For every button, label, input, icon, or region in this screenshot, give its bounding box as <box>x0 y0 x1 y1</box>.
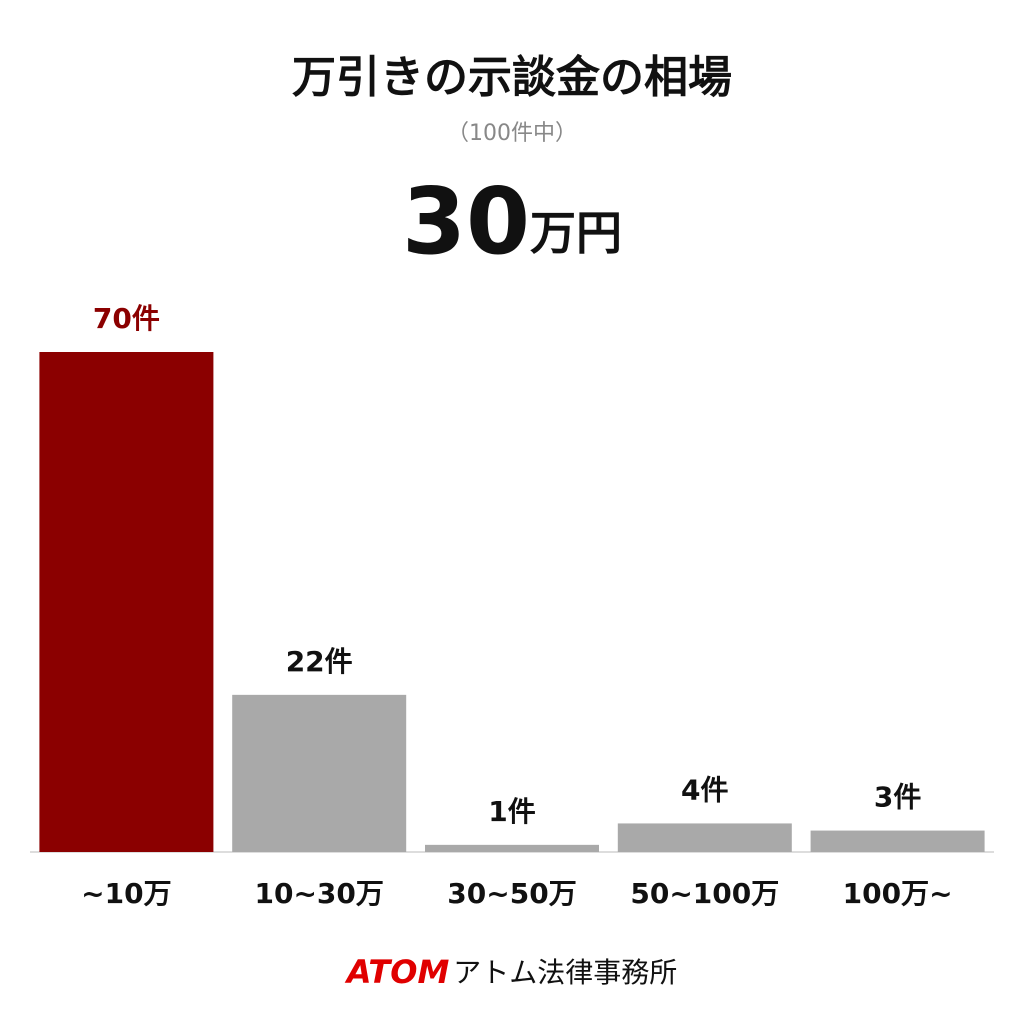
bar <box>425 844 599 852</box>
value-label: 4件 <box>681 773 728 806</box>
headline: 30万円 <box>402 168 622 275</box>
x-tick-label: ~10万 <box>81 877 171 910</box>
bar <box>810 830 985 852</box>
bar <box>39 352 214 852</box>
value-label: 1件 <box>488 795 535 828</box>
x-tick-label: 50~100万 <box>630 877 779 910</box>
headline-unit: 万円 <box>530 206 622 260</box>
chart-subtitle: （100件中） <box>447 121 577 146</box>
footer-name: アトム法律事務所 <box>453 956 677 989</box>
chart-title: 万引きの示談金の相場 <box>292 52 732 103</box>
x-tick-label: 10~30万 <box>254 877 383 910</box>
value-label: 70件 <box>93 302 160 335</box>
x-tick-label: 30~50万 <box>447 877 576 910</box>
value-label: 22件 <box>286 645 353 678</box>
headline-number: 30 <box>402 168 530 275</box>
bar <box>617 823 792 852</box>
value-label: 3件 <box>874 781 921 814</box>
footer: ATOM アトム法律事務所 <box>344 953 678 991</box>
footer-brand: ATOM <box>344 953 450 991</box>
bar <box>232 694 407 852</box>
x-tick-label: 100万~ <box>843 877 953 910</box>
